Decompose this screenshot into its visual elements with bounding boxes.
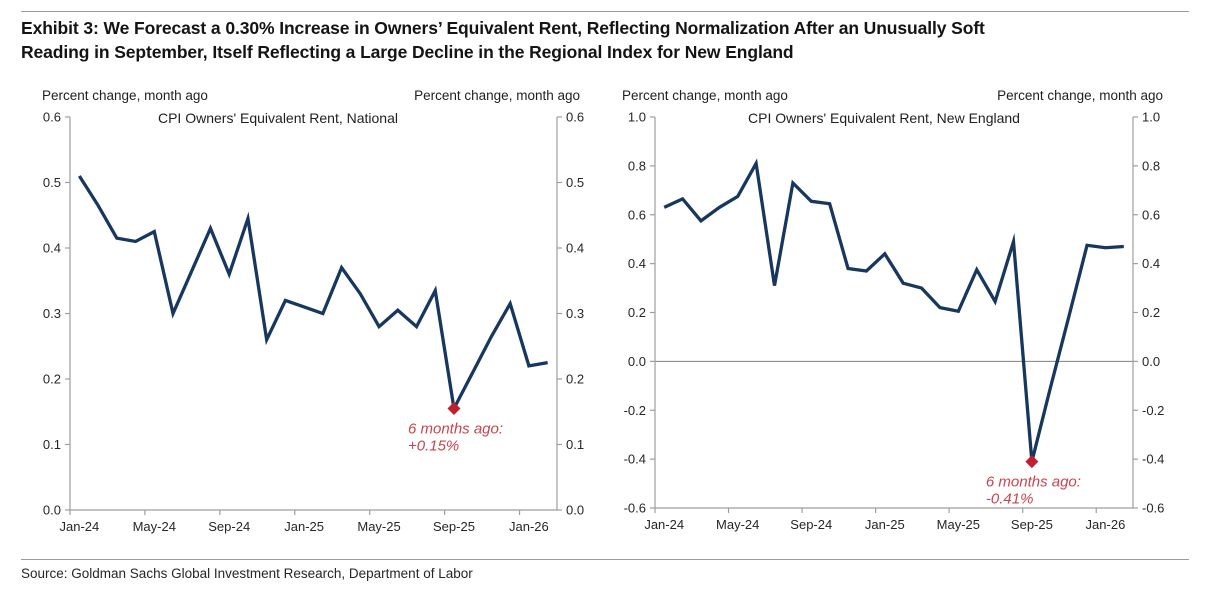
x-tick-label: Sep-24 [790,517,832,532]
y-tick-label-right: 0.6 [1142,207,1160,222]
y-tick-label-right: 0.8 [1142,158,1160,173]
y-tick-label-right: 0.0 [1142,354,1160,369]
y-tick-label-left: 0.6 [628,207,646,222]
series-line [663,158,1124,462]
y-tick-label-left: 0.4 [43,241,61,256]
y-tick-label-left: 0.2 [628,305,646,320]
forecast-marker-diamond [1025,455,1039,469]
y-tick-label-right: 0.1 [566,437,584,452]
y-tick-label-left: 0.5 [43,175,61,190]
x-tick-label: Jan-25 [284,519,324,534]
y-tick-label-right: 0.5 [566,175,584,190]
right-chart-axis-header-right: Percent change, month ago [997,88,1163,103]
x-tick-label: May-25 [357,519,400,534]
bottom-divider [21,559,1189,560]
y-tick-label-right: 0.4 [1142,256,1160,271]
y-tick-label-left: 0.0 [43,503,61,518]
y-tick-label-left: 0.2 [43,372,61,387]
y-tick-label-right: 0.3 [566,306,584,321]
series-line [77,175,548,414]
y-tick-label-right: -0.4 [1142,452,1164,467]
left-chart-title: CPI Owners' Equivalent Rent, National [157,110,398,126]
x-tick-label: Jan-26 [1086,517,1126,532]
y-tick-label-left: -0.4 [624,452,646,467]
top-divider [21,11,1189,12]
forecast-marker-diamond [447,401,461,415]
x-tick-label: Jan-25 [865,517,905,532]
y-tick-label-right: 0.4 [566,241,584,256]
x-tick-label: May-24 [133,519,176,534]
x-tick-label: May-24 [716,517,759,532]
y-tick-label-left: 0.3 [43,306,61,321]
x-tick-label: Jan-26 [509,519,549,534]
source-note: Source: Goldman Sachs Global Investment … [21,566,473,581]
y-tick-label-left: 0.4 [628,256,646,271]
y-tick-label-left: 0.1 [43,437,61,452]
right-chart-axis-header-left: Percent change, month ago [622,88,788,103]
x-tick-label: Sep-25 [1011,517,1053,532]
y-tick-label-left: 1.0 [628,110,646,125]
x-tick-label: May-25 [937,517,980,532]
x-tick-label: Sep-24 [208,519,250,534]
y-tick-label-right: 0.2 [1142,305,1160,320]
annotation-line1: 6 months ago: [986,474,1081,491]
y-tick-label-left: 0.6 [43,110,61,125]
x-tick-label: Jan-24 [59,519,99,534]
left-chart-axis-header-right: Percent change, month ago [414,88,580,103]
y-tick-label-right: -0.6 [1142,501,1164,516]
annotation-line2: -0.41% [986,491,1034,508]
exhibit-title: Exhibit 3: We Forecast a 0.30% Increase … [21,18,985,62]
right-chart-title: CPI Owners' Equivalent Rent, New England [748,110,1020,126]
y-tick-label-right: 0.0 [566,503,584,518]
x-tick-label: Jan-24 [644,517,684,532]
y-tick-label-right: 0.6 [566,110,584,125]
y-tick-label-right: -0.2 [1142,403,1164,418]
annotation-line2: +0.15% [408,437,459,454]
annotation-line1: 6 months ago: [408,420,503,437]
left-chart-axis-header-left: Percent change, month ago [42,88,208,103]
y-tick-label-left: 0.8 [628,158,646,173]
y-tick-label-right: 0.2 [566,372,584,387]
y-tick-label-left: -0.2 [624,403,646,418]
y-tick-label-left: -0.6 [624,501,646,516]
y-tick-label-left: 0.0 [628,354,646,369]
y-tick-label-right: 1.0 [1142,110,1160,125]
x-tick-label: Sep-25 [433,519,475,534]
